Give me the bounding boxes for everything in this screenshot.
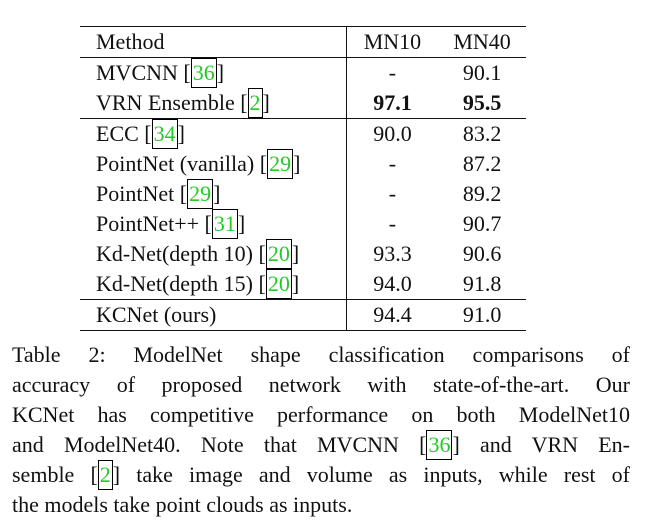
results-table: Method MN10 MN40 MVCNN [36] - 90.1 VRN E… bbox=[80, 26, 526, 331]
method-name: VRN Ensemble [ bbox=[96, 90, 248, 115]
citation-link[interactable]: 34 bbox=[151, 119, 178, 149]
method-cell: PointNet++ [31] bbox=[80, 209, 347, 239]
citation-link[interactable]: 36 bbox=[190, 58, 217, 88]
mn40-value: 87.2 bbox=[462, 151, 502, 176]
results-table-container: Method MN10 MN40 MVCNN [36] - 90.1 VRN E… bbox=[80, 26, 526, 331]
caption-line: KCNet has competitive performance on bot… bbox=[12, 402, 630, 427]
header-mn40: MN40 bbox=[438, 26, 526, 58]
mn10-value: 93.3 bbox=[373, 241, 412, 266]
method-name: PointNet [ bbox=[96, 181, 188, 206]
citation-link[interactable]: 2 bbox=[97, 460, 113, 490]
method-name: ECC [ bbox=[96, 121, 152, 146]
citation-link[interactable]: 29 bbox=[187, 179, 214, 209]
table-row-mvcnn: MVCNN [36] - 90.1 bbox=[80, 57, 526, 88]
method-name: PointNet++ [ bbox=[96, 211, 212, 236]
citation-close: ] bbox=[177, 121, 185, 146]
citation-close: ] bbox=[291, 241, 300, 266]
table-header-row: Method MN10 MN40 bbox=[80, 26, 526, 58]
caption-line: Table 2: ModelNet shape classification c… bbox=[12, 342, 630, 367]
method-cell: MVCNN [36] bbox=[80, 57, 347, 88]
citation-close: ] bbox=[291, 271, 300, 296]
mn10-value: - bbox=[388, 211, 397, 236]
citation-link[interactable]: 31 bbox=[211, 209, 238, 239]
mn40-value: 90.6 bbox=[462, 241, 502, 266]
mn40-value: 91.8 bbox=[438, 269, 526, 300]
method-name: Kd-Net(depth 15) [ bbox=[96, 271, 266, 296]
mn10-value: - bbox=[388, 60, 397, 85]
caption-line: and ModelNet40. Note that MVCNN [36] and… bbox=[12, 430, 630, 460]
table-row-ecc: ECC [34] 90.0 83.2 bbox=[80, 118, 526, 149]
citation-close: ] bbox=[262, 90, 270, 115]
table-row-kdnet-depth15: Kd-Net(depth 15) [20] 94.0 91.8 bbox=[80, 269, 526, 300]
method-cell: KCNet (ours) bbox=[80, 299, 347, 331]
mn10-value: - bbox=[388, 151, 397, 176]
header-method: Method bbox=[80, 26, 347, 58]
mn10-value: 90.0 bbox=[373, 121, 412, 146]
caption-line: semble [2] take image and volume as inpu… bbox=[12, 460, 630, 490]
method-cell: PointNet [29] bbox=[80, 179, 347, 209]
mn40-value-best: 95.5 bbox=[438, 88, 526, 119]
citation-close: ] bbox=[213, 181, 221, 206]
citation-close: ] bbox=[237, 211, 246, 236]
method-name: PointNet (vanilla) [ bbox=[96, 151, 268, 176]
method-name: MVCNN [ bbox=[96, 60, 191, 85]
caption-line: the models take point clouds as inputs. bbox=[12, 492, 353, 517]
table-caption: Table 2: ModelNet shape classification c… bbox=[12, 340, 630, 520]
method-name: Kd-Net(depth 10) [ bbox=[96, 241, 266, 266]
method-cell: VRN Ensemble [2] bbox=[80, 88, 347, 119]
caption-text: ] take image and volume as inputs, while… bbox=[112, 462, 630, 487]
caption-text: semble [ bbox=[12, 462, 98, 487]
caption-line: accuracy of proposed network with state-… bbox=[12, 372, 630, 397]
method-cell: PointNet (vanilla) [29] bbox=[80, 149, 347, 179]
table-row-vrn-ensemble: VRN Ensemble [2] 97.1 95.5 bbox=[80, 88, 526, 119]
mn10-value: - bbox=[388, 181, 397, 206]
method-cell: Kd-Net(depth 10) [20] bbox=[80, 239, 347, 269]
method-cell: Kd-Net(depth 15) [20] bbox=[80, 269, 347, 300]
citation-close: ] bbox=[216, 60, 225, 85]
caption-text: and ModelNet40. Note that MVCNN [ bbox=[12, 432, 427, 457]
method-name: KCNet (ours) bbox=[96, 302, 217, 327]
table-row-pointnet: PointNet [29] - 89.2 bbox=[80, 179, 526, 209]
table-row-pointnet-plus-plus: PointNet++ [31] - 90.7 bbox=[80, 209, 526, 239]
citation-link[interactable]: 29 bbox=[267, 149, 294, 179]
mn10-value: 94.4 bbox=[346, 299, 439, 331]
table-row-kcnet-ours: KCNet (ours) 94.4 91.0 bbox=[80, 299, 526, 331]
mn40-value: 90.1 bbox=[462, 60, 502, 85]
method-cell: ECC [34] bbox=[80, 118, 347, 149]
mn10-value: 94.0 bbox=[346, 269, 439, 300]
mn40-value: 83.2 bbox=[462, 121, 502, 146]
table-row-pointnet-vanilla: PointNet (vanilla) [29] - 87.2 bbox=[80, 149, 526, 179]
mn40-value: 91.0 bbox=[438, 299, 526, 331]
mn40-value: 90.7 bbox=[462, 211, 502, 236]
citation-link[interactable]: 20 bbox=[265, 239, 292, 269]
mn10-value-best: 97.1 bbox=[346, 88, 439, 119]
citation-link[interactable]: 2 bbox=[247, 88, 263, 118]
mn40-value: 89.2 bbox=[462, 181, 502, 206]
header-mn10: MN10 bbox=[346, 26, 439, 58]
citation-close: ] bbox=[293, 151, 301, 176]
caption-text: ] and VRN En- bbox=[452, 432, 630, 457]
citation-link[interactable]: 36 bbox=[426, 430, 453, 460]
table-row-kdnet-depth10: Kd-Net(depth 10) [20] 93.3 90.6 bbox=[80, 239, 526, 269]
citation-link[interactable]: 20 bbox=[265, 269, 292, 299]
